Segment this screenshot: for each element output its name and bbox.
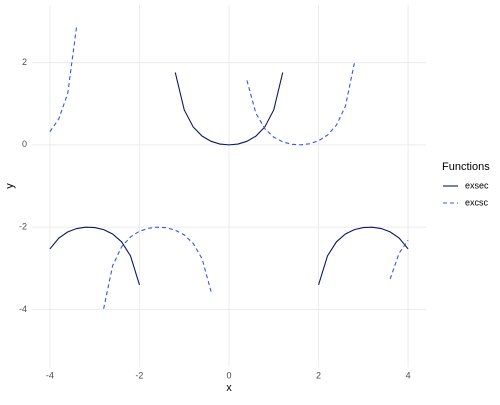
y-tick-label: 2 (22, 57, 27, 67)
y-tick-label: 0 (22, 139, 27, 149)
series-line (49, 72, 409, 286)
x-tick-label: 0 (226, 370, 231, 380)
x-tick-label: 2 (316, 370, 321, 380)
y-tick-label: -2 (19, 222, 27, 232)
x-tick-label: -2 (135, 370, 143, 380)
x-tick-label: -4 (46, 370, 54, 380)
y-axis-label: y (4, 183, 16, 189)
legend-label: exsec (465, 180, 489, 190)
series-line (49, 24, 409, 309)
legend-label: excsc (465, 197, 489, 207)
y-tick-label: -4 (19, 304, 27, 314)
x-tick-label: 4 (406, 370, 411, 380)
legend-title: Functions (442, 161, 490, 173)
x-axis-label: x (226, 382, 232, 394)
